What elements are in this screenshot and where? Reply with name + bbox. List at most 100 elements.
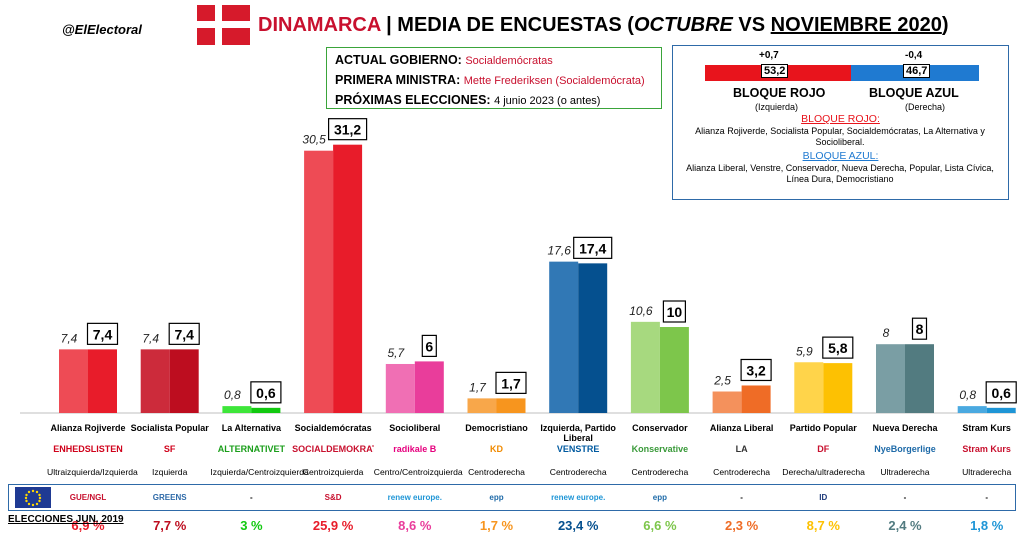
blue-bloc-name: BLOQUE AZUL: [869, 86, 959, 100]
party-name: Conservador: [632, 423, 688, 433]
eu-group: renew europe.: [551, 493, 606, 502]
title-vs: VS: [732, 14, 771, 36]
party-ideology: Centroderecha: [468, 467, 525, 477]
data-label-october: 0,8: [224, 388, 241, 402]
data-label-october: 0,8: [959, 388, 976, 402]
party-name: Nueva Derecha: [872, 423, 938, 433]
pm-value: Mette Frederiksen (Socialdemócrata): [463, 75, 645, 87]
eu-group: GUE/NGL: [69, 493, 107, 502]
party-name: Democristiano: [465, 423, 528, 433]
bar-october: [467, 398, 497, 413]
eu-group: -: [250, 493, 253, 502]
data-label-box: [250, 381, 282, 404]
data-label-november: 5,8: [828, 340, 848, 356]
party-ideology: Centroderecha: [631, 467, 689, 477]
bar-october: [712, 391, 742, 413]
data-label-box: [985, 381, 1017, 404]
eu-group: GREENS: [152, 493, 187, 502]
bar-october: [630, 321, 660, 413]
data-label-october: 30,5: [302, 133, 326, 147]
bar-november: [169, 349, 199, 413]
data-label-box: [328, 118, 368, 141]
election-result: 7,7 %: [153, 518, 187, 533]
bar-november: [905, 344, 934, 413]
red-bloc-list-title: BLOQUE ROJO:: [801, 113, 880, 125]
bar-november: [414, 361, 444, 413]
bar-october: [59, 349, 88, 413]
blue-bloc-list: Alianza Liberal, Venstre, Conservador, N…: [686, 163, 994, 184]
data-label-box: [573, 236, 613, 259]
eu-groups-row: [8, 484, 1016, 511]
blue-bloc-value: 46,7: [903, 64, 931, 78]
party-logo: radikale B: [393, 444, 437, 454]
eu-flag-icon: [15, 487, 51, 508]
party-logo: Konservative: [631, 444, 689, 454]
eu-group: S&D: [324, 493, 342, 502]
data-label-november: 17,4: [579, 240, 606, 256]
title-close: ): [941, 14, 949, 36]
data-label-box: [421, 334, 437, 357]
handle-label: @ElElectoral: [62, 22, 142, 37]
data-label-november: 0,6: [991, 385, 1011, 401]
election-result: 2,4 %: [888, 518, 922, 533]
party-logo: ENHEDSLISTEN: [53, 444, 123, 454]
red-change: +0,7: [759, 50, 779, 61]
data-label-november: 31,2: [334, 122, 361, 138]
poll-bar-chart: 7,4 7,4 7,4 7,4 0,8 0,6 30,5 31,2 5,7 6 1,7 1,7 17,6…: [20, 118, 1017, 414]
party-name: Socialdemócratas: [294, 423, 372, 433]
bloc-summary-box: +0,7 -0,4 53,2 46,7 BLOQUE ROJO BLOQUE A…: [672, 45, 1009, 200]
bar-november: [333, 144, 363, 413]
red-bloc-side: (Izquierda): [755, 102, 799, 112]
party-logo: KD: [490, 444, 503, 454]
party-logo: VENSTRE: [556, 444, 600, 454]
data-label-november: 3,2: [746, 362, 766, 378]
bar-november: [496, 398, 526, 413]
party-ideology: Ultraderecha: [962, 467, 1012, 477]
data-label-october: 10,6: [629, 304, 653, 318]
election-result: 6,6 %: [643, 518, 677, 533]
pm-label: PRIMERA MINISTRA:: [335, 73, 461, 87]
bar-november: [88, 349, 117, 413]
data-label-october: 7,4: [142, 331, 159, 345]
eu-group: epp: [652, 493, 667, 502]
gov-label: ACTUAL GOBIERNO:: [335, 53, 462, 67]
party-ideology: Derecha/ultraderecha: [782, 467, 865, 477]
red-bloc-list: Alianza Rojiverde, Socialista Popular, S…: [695, 126, 985, 147]
bar-november: [251, 407, 281, 413]
title-month1: OCTUBRE: [633, 14, 733, 36]
data-label-box: [662, 300, 687, 323]
data-label-october: 5,9: [796, 344, 813, 358]
data-label-november: 1,7: [501, 375, 521, 391]
data-label-november: 6: [425, 338, 433, 354]
bar-october: [794, 362, 824, 413]
election-result: 1,8 %: [970, 518, 1004, 533]
page-title: DINAMARCA | MEDIA DE ENCUESTAS (OCTUBRE …: [258, 14, 949, 37]
bar-october: [549, 261, 579, 413]
party-ideology: Centroizquierda: [302, 467, 364, 477]
data-label-box: [740, 358, 772, 382]
party-name: Alianza Rojiverde: [50, 423, 126, 433]
party-name: Alianza Liberal: [709, 423, 774, 433]
party-name: Socioliberal: [389, 423, 441, 433]
bar-november: [659, 327, 689, 413]
red-bloc-name: BLOQUE ROJO: [733, 86, 826, 100]
party-name: Socialista Popular: [130, 423, 209, 433]
title-month2: NOVIEMBRE 2020: [770, 14, 942, 36]
party-ideology: Izquierda/Centroizquierda: [210, 467, 309, 477]
party-logo: DF: [817, 444, 830, 454]
election-result: 6,9 %: [71, 518, 105, 533]
data-label-october: 5,7: [387, 346, 405, 360]
government-info-box: ACTUAL GOBIERNO: Socialdemócratas PRIMER…: [326, 47, 662, 109]
election-result: 1,7 %: [479, 518, 514, 533]
party-logo: NyeBorgerlige: [874, 444, 936, 454]
data-label-box: [86, 322, 119, 345]
data-label-november: 0,6: [256, 385, 276, 401]
data-label-box: [911, 317, 928, 340]
bar-november: [741, 385, 771, 413]
bar-november: [823, 363, 853, 413]
bar-november: [986, 407, 1016, 413]
denmark-flag-icon: [197, 5, 250, 45]
eu-group: renew europe.: [387, 493, 442, 502]
eu-group: -: [903, 493, 907, 502]
party-ideology: Centroderecha: [713, 467, 771, 477]
